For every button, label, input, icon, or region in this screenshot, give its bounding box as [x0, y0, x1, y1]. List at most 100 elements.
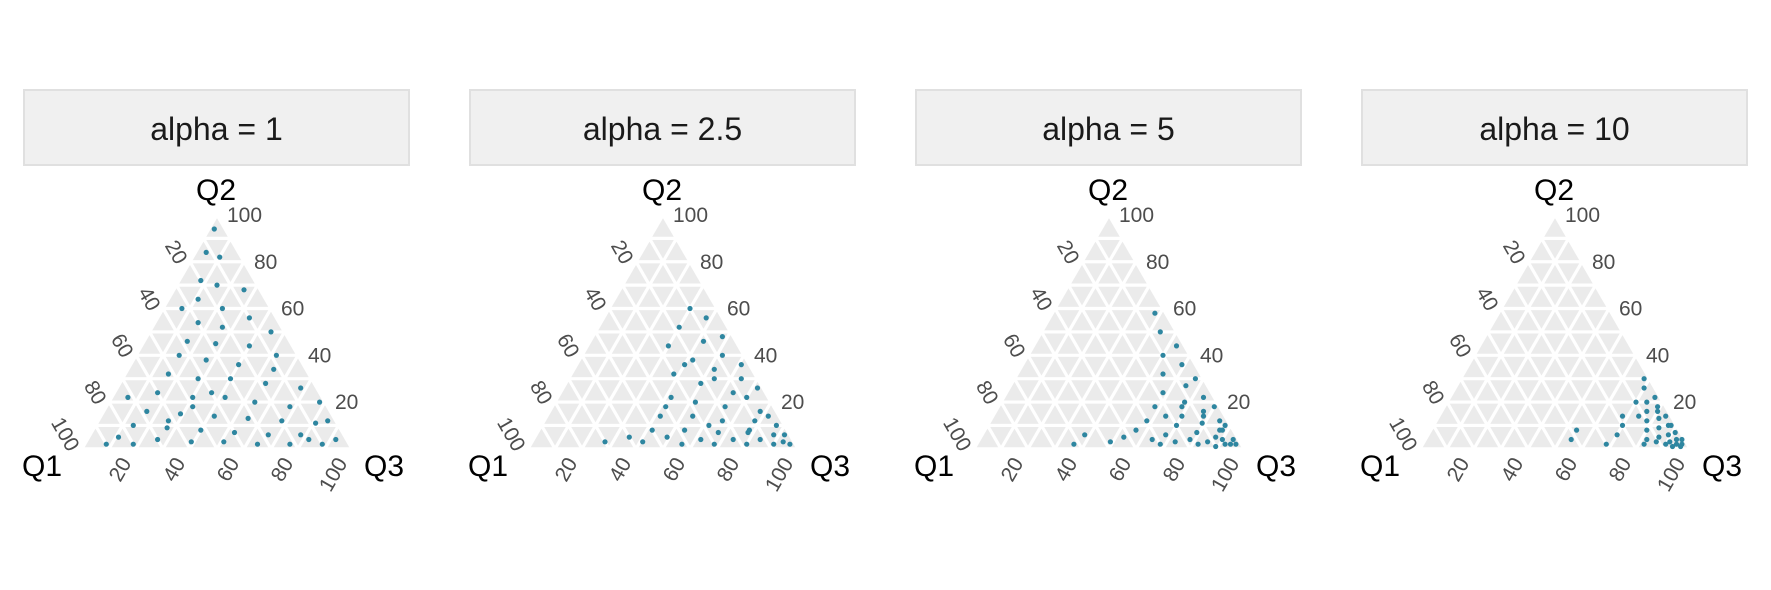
grid-cell — [273, 356, 296, 376]
data-point — [715, 429, 721, 436]
grid-cell — [1017, 380, 1039, 399]
data-point — [1144, 418, 1150, 424]
grid-cell — [692, 310, 715, 329]
tick-label-q3: 100 — [761, 454, 798, 496]
grid-cell — [1544, 286, 1566, 306]
data-point — [246, 315, 252, 321]
grid-cell — [625, 405, 647, 424]
data-point — [219, 324, 225, 330]
grid-cell — [598, 333, 620, 353]
grid-cell — [598, 311, 620, 331]
grid-cell — [1503, 310, 1526, 329]
grid-cell — [719, 428, 742, 448]
data-point — [1183, 383, 1189, 389]
data-point — [1667, 439, 1673, 445]
grid-cell — [138, 428, 161, 448]
grid-cell — [1517, 264, 1539, 284]
data-point — [1200, 408, 1207, 414]
data-point — [703, 315, 709, 321]
grid-cell — [1517, 405, 1539, 424]
grid-cell — [1138, 428, 1161, 448]
tick-label-q2: 40 — [1200, 344, 1223, 367]
grid-cell — [1084, 241, 1107, 261]
grid-cell — [206, 286, 228, 306]
grid-cell — [1544, 333, 1566, 353]
grid-cell — [1017, 405, 1039, 424]
grid-cell — [179, 264, 201, 284]
grid-cell — [665, 403, 688, 423]
tick-label-q1: 60 — [552, 330, 584, 362]
grid-cell — [1517, 333, 1539, 353]
grid-cell — [1125, 264, 1147, 284]
data-point — [773, 422, 779, 428]
tick-label-q1: 40 — [133, 283, 165, 315]
grid-cell — [1598, 380, 1620, 399]
grid-cell — [1584, 381, 1607, 401]
data-point — [298, 385, 304, 391]
grid-cell — [557, 381, 580, 401]
grid-cell — [206, 218, 228, 237]
data-point — [1219, 436, 1225, 443]
grid-cell — [1111, 403, 1134, 423]
grid-cell — [179, 405, 201, 424]
tick-label-q3: 80 — [1159, 454, 1191, 486]
data-point — [1644, 418, 1650, 424]
grid-cell — [1625, 427, 1647, 446]
tick-label-q2: 80 — [700, 251, 723, 274]
grid-cell — [1030, 403, 1053, 423]
grid-cell — [1530, 381, 1553, 401]
grid-cell — [260, 311, 282, 331]
grid-cell — [638, 381, 661, 401]
grid-cell — [1044, 405, 1066, 424]
tick-label-q1: 20 — [160, 237, 192, 269]
grid-cell — [706, 358, 728, 378]
grid-cell — [1544, 239, 1566, 259]
grid-cell — [679, 264, 701, 284]
grid-cell — [571, 427, 593, 446]
tick-label-q1: 80 — [971, 377, 1003, 409]
grid-cell — [1057, 381, 1080, 401]
grid-cell — [719, 356, 742, 376]
data-point — [692, 399, 698, 405]
tick-label-q2: 80 — [1592, 251, 1615, 274]
grid-cell — [760, 427, 782, 446]
grid-cell — [1611, 428, 1634, 448]
grid-cell — [165, 381, 188, 401]
grid-cell — [584, 356, 607, 376]
grid-cell — [1530, 335, 1553, 354]
data-point — [1182, 399, 1188, 405]
grid-cell — [1490, 380, 1512, 399]
grid-cell — [219, 335, 242, 354]
data-point — [657, 413, 663, 419]
facet-strip-3 — [915, 89, 1302, 166]
grid-cell — [625, 427, 647, 446]
data-point — [711, 376, 717, 382]
vertex-label-q1-3: Q1 — [914, 450, 954, 483]
grid-cell — [1071, 380, 1093, 399]
data-point — [663, 404, 669, 410]
grid-cell — [1476, 335, 1499, 354]
grid-cell — [206, 358, 228, 378]
grid-cell — [1530, 310, 1553, 329]
grid-cell — [192, 356, 215, 376]
data-point — [1633, 399, 1639, 405]
grid-cell — [1057, 288, 1080, 307]
data-point — [165, 371, 171, 377]
grid-cell — [314, 405, 336, 424]
grid-cell — [260, 358, 282, 378]
grid-cell — [1098, 427, 1120, 446]
grid-cell — [1463, 427, 1485, 446]
grid-cell — [1125, 405, 1147, 424]
grid-cell — [1152, 333, 1174, 353]
grid-cell — [246, 310, 269, 329]
data-point — [190, 404, 196, 410]
grid-cell — [1449, 381, 1472, 401]
tick-label-q3: 80 — [1605, 454, 1637, 486]
data-point — [738, 376, 744, 382]
grid-cell — [1071, 264, 1093, 284]
grid-cell — [1125, 427, 1147, 446]
grid-cell — [1571, 405, 1593, 424]
data-point — [1655, 404, 1661, 410]
grid-cell — [165, 335, 188, 354]
